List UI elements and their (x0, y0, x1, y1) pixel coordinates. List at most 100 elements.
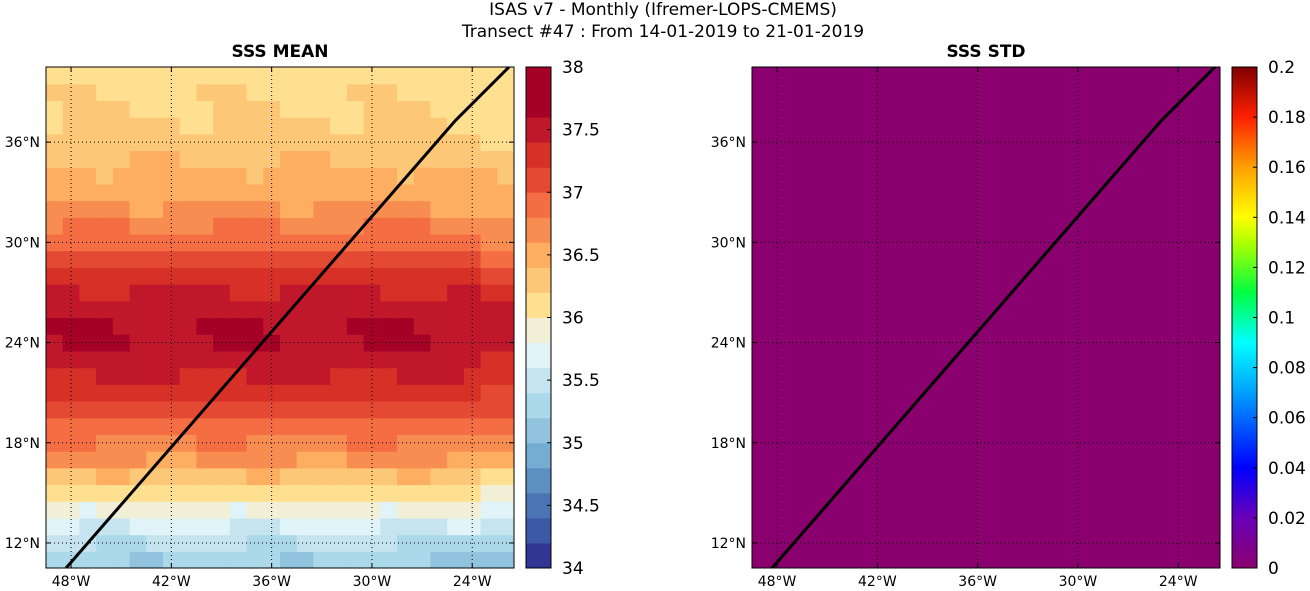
sss-cell (346, 434, 365, 452)
sss-cell (480, 317, 498, 335)
sss-cell (380, 167, 398, 185)
sss-cell (363, 234, 381, 252)
sss-cell (313, 83, 331, 101)
sss-cell (213, 384, 231, 402)
sss-cell (246, 267, 264, 285)
sss-cell (296, 133, 315, 152)
sss-cell (330, 117, 348, 135)
sss-cell (413, 267, 432, 285)
sss-cell (330, 83, 348, 101)
sss-cell (96, 300, 114, 319)
y-tick-label: 30°N (5, 235, 40, 251)
sss-cell (96, 534, 114, 552)
sss-cell (346, 167, 365, 185)
sss-cell (380, 83, 398, 101)
sss-cell (112, 217, 131, 235)
sss-cell (213, 517, 231, 536)
sss-cell (296, 501, 315, 519)
sss-cell (263, 234, 281, 252)
sss-cell (346, 150, 365, 168)
sss-cell (146, 167, 164, 185)
sss-cell (196, 150, 214, 168)
sss-cell (480, 67, 498, 85)
sss-cell (380, 384, 398, 402)
x-tick-label: 36°W (252, 574, 291, 590)
sss-cell (129, 384, 147, 402)
sss-cell (213, 250, 231, 268)
sss-cell (96, 100, 114, 118)
sss-cell (179, 484, 198, 502)
sss-cell (263, 183, 281, 202)
sss-cell (480, 100, 498, 118)
sss-cell (62, 467, 81, 486)
sss-cell (79, 317, 97, 335)
sss-cell (213, 234, 231, 252)
sss-cell (229, 267, 248, 285)
sss-cell (263, 317, 281, 335)
sss-cell (463, 117, 482, 135)
sss-cell (263, 200, 281, 218)
sss-cell (447, 250, 465, 268)
sss-cell (96, 250, 114, 268)
sss-cell (129, 517, 147, 536)
sss-cell (79, 284, 97, 302)
y-tick-label: 12°N (711, 536, 746, 552)
sss-cell (62, 517, 81, 536)
sss-cell (229, 217, 248, 235)
sss-cell (380, 401, 398, 419)
sss-cell (179, 267, 198, 285)
sss-cell (179, 501, 198, 519)
sss-cell (280, 484, 298, 502)
sss-cell (79, 401, 97, 419)
sss-mean-map: 48°W 42°W 36°W 30°W 24°W 12°N 18°N 24°N 30°N 36°N (5, 66, 515, 590)
colorbar-bin (526, 92, 551, 118)
sss-cell (296, 67, 315, 85)
sss-cell (463, 217, 482, 235)
sss-cell (79, 517, 97, 536)
sss-cell (497, 484, 514, 502)
sss-cell (397, 467, 415, 486)
sss-cell (397, 501, 415, 519)
sss-cell (112, 534, 131, 552)
sss-cell (96, 234, 114, 252)
sss-cell (397, 384, 415, 402)
sss-cell (397, 451, 415, 469)
sss-cell (280, 267, 298, 285)
sss-cell (480, 451, 498, 469)
sss-cell (96, 217, 114, 235)
sss-cell (463, 234, 482, 252)
sss-cell (112, 234, 131, 252)
sss-cell (46, 517, 64, 536)
sss-cell (447, 133, 465, 152)
sss-cell (79, 350, 97, 369)
sss-cell (146, 501, 164, 519)
sss-cell (296, 183, 315, 202)
sss-cell (112, 167, 131, 185)
sss-cell (229, 200, 248, 218)
sss-cell (163, 384, 181, 402)
sss-cell (163, 234, 181, 252)
sss-cell (196, 200, 214, 218)
sss-cell (196, 83, 214, 101)
sss-cell (112, 267, 131, 285)
sss-cell (480, 150, 498, 168)
sss-cell (296, 317, 315, 335)
sss-cell (46, 217, 64, 235)
sss-cell (380, 267, 398, 285)
sss-cell (346, 334, 365, 352)
sss-cell (497, 284, 514, 302)
sss-cell (196, 517, 214, 536)
sss-cell (313, 417, 331, 435)
sss-cell (480, 534, 498, 552)
sss-cell (363, 83, 381, 101)
sss-cell (447, 150, 465, 168)
sss-cell (246, 467, 264, 486)
sss-cell (363, 117, 381, 135)
sss-cell (196, 234, 214, 252)
colorbar-bin (526, 542, 551, 569)
sss-cell (363, 484, 381, 502)
sss-cell (179, 300, 198, 319)
sss-cell (263, 417, 281, 435)
sss-cell (96, 167, 114, 185)
sss-cell (447, 234, 465, 252)
